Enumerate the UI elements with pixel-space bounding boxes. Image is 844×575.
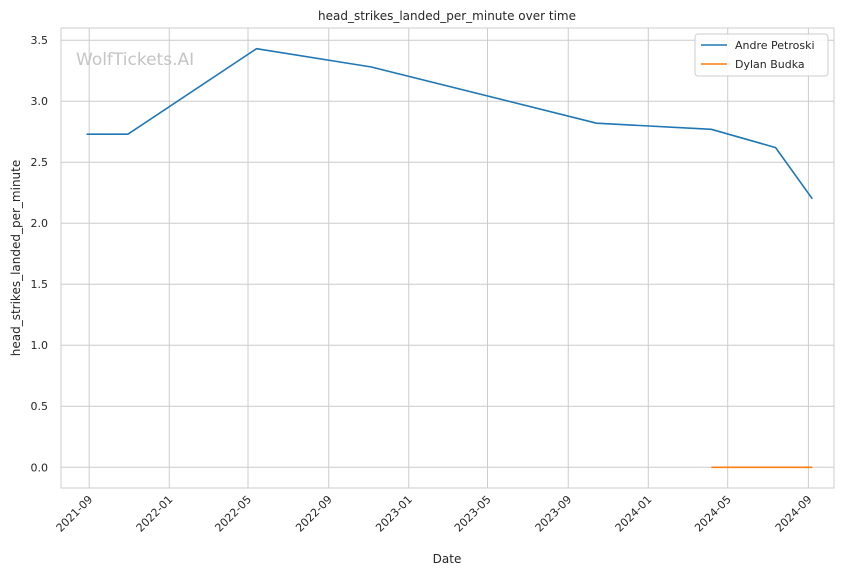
x-tick-label: 2022-09: [293, 493, 335, 535]
grid: [61, 28, 834, 488]
y-tick-label: 1.5: [31, 278, 49, 291]
y-tick-label: 1.0: [31, 339, 49, 352]
watermark: WolfTickets.AI: [76, 50, 194, 70]
x-tick-label: 2023-09: [533, 493, 575, 535]
chart-title: head_strikes_landed_per_minute over time: [318, 9, 576, 23]
legend-box: [694, 33, 829, 77]
x-tick-label: 2022-05: [212, 493, 254, 535]
x-tick-label: 2024-01: [613, 493, 655, 535]
y-tick-label: 0.5: [31, 400, 49, 413]
y-axis-title: head_strikes_landed_per_minute: [9, 160, 23, 357]
series-line-andre-petroski: [86, 47, 813, 200]
legend: Andre Petroski Dylan Budka: [694, 33, 829, 77]
plot-frame: [60, 27, 835, 489]
y-tick-label: 3.0: [31, 95, 49, 108]
series-lines: [86, 47, 813, 469]
y-tick-label: 3.5: [31, 34, 49, 47]
x-tick-label: 2023-01: [373, 493, 415, 535]
y-axis-ticks: 0.0 0.5 1.0 1.5 2.0 2.5 3.0 3.5: [31, 34, 49, 474]
x-tick-label: 2024-05: [692, 493, 734, 535]
x-axis-title: Date: [433, 552, 462, 566]
x-axis-ticks: 2021-09 2022-01 2022-05 2022-09 2023-01 2023-…: [54, 493, 815, 535]
x-tick-label: 2023-05: [452, 493, 494, 535]
y-tick-label: 0.0: [31, 461, 49, 474]
legend-label-andre-petroski: Andre Petroski: [735, 39, 815, 52]
x-tick-label: 2021-09: [54, 493, 96, 535]
y-tick-label: 2.0: [31, 217, 49, 230]
x-tick-label: 2022-01: [134, 493, 176, 535]
legend-label-dylan-budka: Dylan Budka: [735, 58, 805, 71]
y-tick-label: 2.5: [31, 156, 49, 169]
x-tick-label: 2024-09: [773, 493, 815, 535]
